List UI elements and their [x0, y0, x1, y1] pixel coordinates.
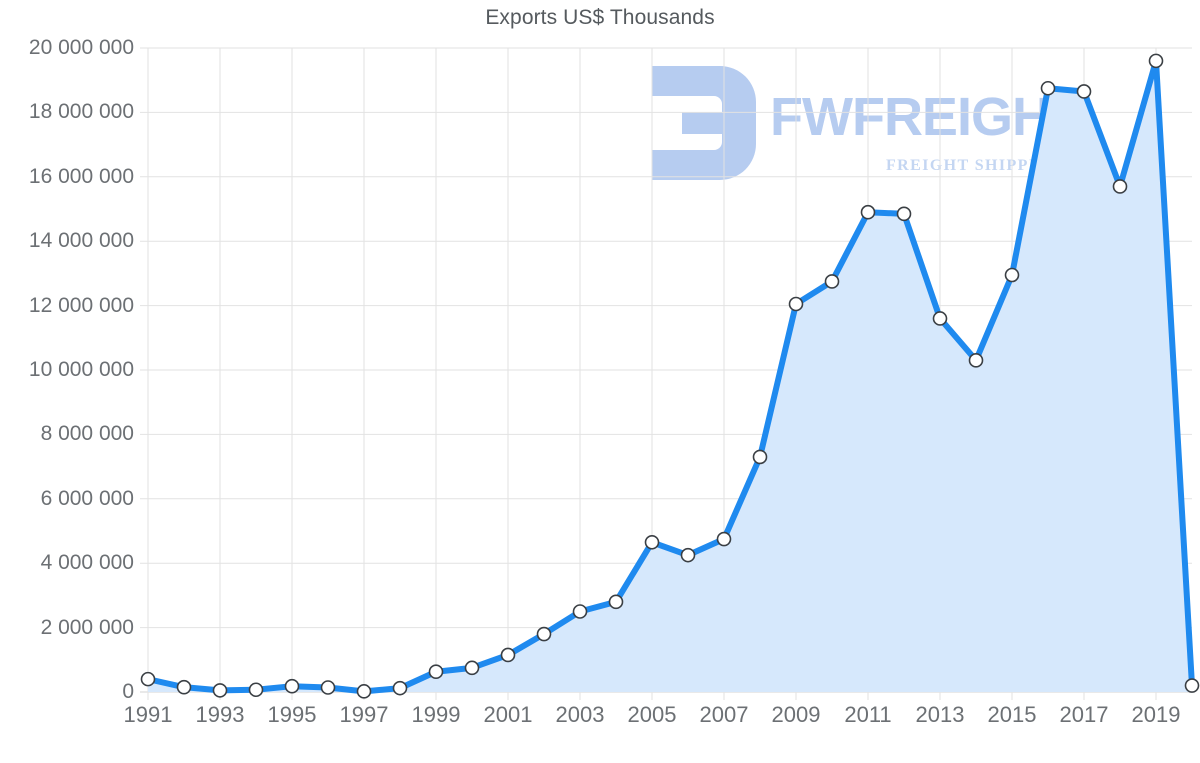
data-point-marker[interactable] [500, 647, 516, 663]
data-point-marker[interactable] [968, 353, 984, 368]
data-point-marker[interactable] [1148, 53, 1164, 69]
y-axis-tick-label: 20 000 000 [28, 36, 134, 59]
y-axis-tick-label: 10 000 000 [28, 358, 134, 381]
data-point-marker[interactable] [680, 547, 696, 563]
y-axis-tick-label: 8 000 000 [40, 422, 134, 446]
y-axis-tick-label: 12 000 000 [28, 293, 134, 317]
y-axis-tick-label: 16 000 000 [28, 164, 134, 188]
data-point-marker[interactable] [536, 626, 552, 642]
data-point-marker[interactable] [788, 296, 804, 312]
data-point-marker[interactable] [824, 274, 840, 289]
x-axis-tick-label: 2009 [771, 702, 821, 727]
data-point-marker[interactable] [1004, 267, 1020, 283]
y-axis-tick-label: 6 000 000 [40, 486, 134, 510]
data-point-marker[interactable] [464, 660, 480, 676]
data-point-marker[interactable] [1076, 84, 1092, 99]
data-point-marker[interactable] [896, 206, 912, 222]
x-axis-tick-label: 2003 [555, 702, 605, 727]
data-point-marker[interactable] [1040, 80, 1056, 96]
data-point-marker[interactable] [644, 534, 660, 550]
y-axis-tick-label: 0 [122, 680, 134, 703]
data-point-marker[interactable] [284, 678, 300, 694]
x-axis-tick-label: 2017 [1059, 702, 1109, 727]
x-axis-tick-label: 2019 [1131, 702, 1181, 727]
y-axis-tick-label: 2 000 000 [40, 615, 134, 639]
x-axis-tick-label: 2013 [915, 702, 965, 727]
data-point-marker[interactable] [320, 680, 336, 695]
data-point-marker[interactable] [752, 449, 768, 465]
data-point-marker[interactable] [716, 531, 732, 547]
data-point-marker[interactable] [356, 684, 372, 699]
data-point-marker[interactable] [608, 594, 624, 610]
x-axis-tick-label: 2001 [483, 702, 533, 727]
data-point-marker[interactable] [212, 683, 228, 698]
x-axis-tick-label: 2011 [844, 702, 892, 727]
x-axis-tick-label: 1993 [195, 702, 245, 727]
data-point-marker[interactable] [1112, 179, 1128, 194]
chart-title: Exports US$ Thousands [485, 6, 715, 29]
x-axis-tick-label: 2005 [627, 702, 677, 727]
data-point-marker[interactable] [932, 311, 948, 326]
data-point-marker[interactable] [572, 604, 588, 619]
data-point-markers[interactable] [140, 53, 1200, 699]
x-axis-tick-label: 1991 [123, 702, 173, 727]
data-point-marker[interactable] [860, 204, 876, 220]
data-point-marker[interactable] [176, 679, 192, 695]
data-point-marker[interactable] [392, 680, 408, 696]
x-axis-tick-label: 1995 [267, 702, 317, 727]
data-point-marker[interactable] [140, 671, 156, 687]
area-fill [148, 60, 1192, 692]
y-axis-tick-label: 4 000 000 [40, 551, 134, 575]
x-axis-tick-label: 2007 [699, 702, 749, 727]
data-point-marker[interactable] [428, 664, 444, 680]
y-axis-tick-label: 18 000 000 [28, 100, 134, 124]
y-axis-tick-label: 14 000 000 [28, 229, 134, 253]
data-point-marker[interactable] [1184, 678, 1200, 693]
x-axis-tick-label: 1997 [339, 702, 389, 727]
x-axis-tick-label: 1999 [411, 702, 461, 727]
data-point-marker[interactable] [248, 682, 264, 698]
x-axis-tick-label: 2015 [987, 702, 1037, 727]
